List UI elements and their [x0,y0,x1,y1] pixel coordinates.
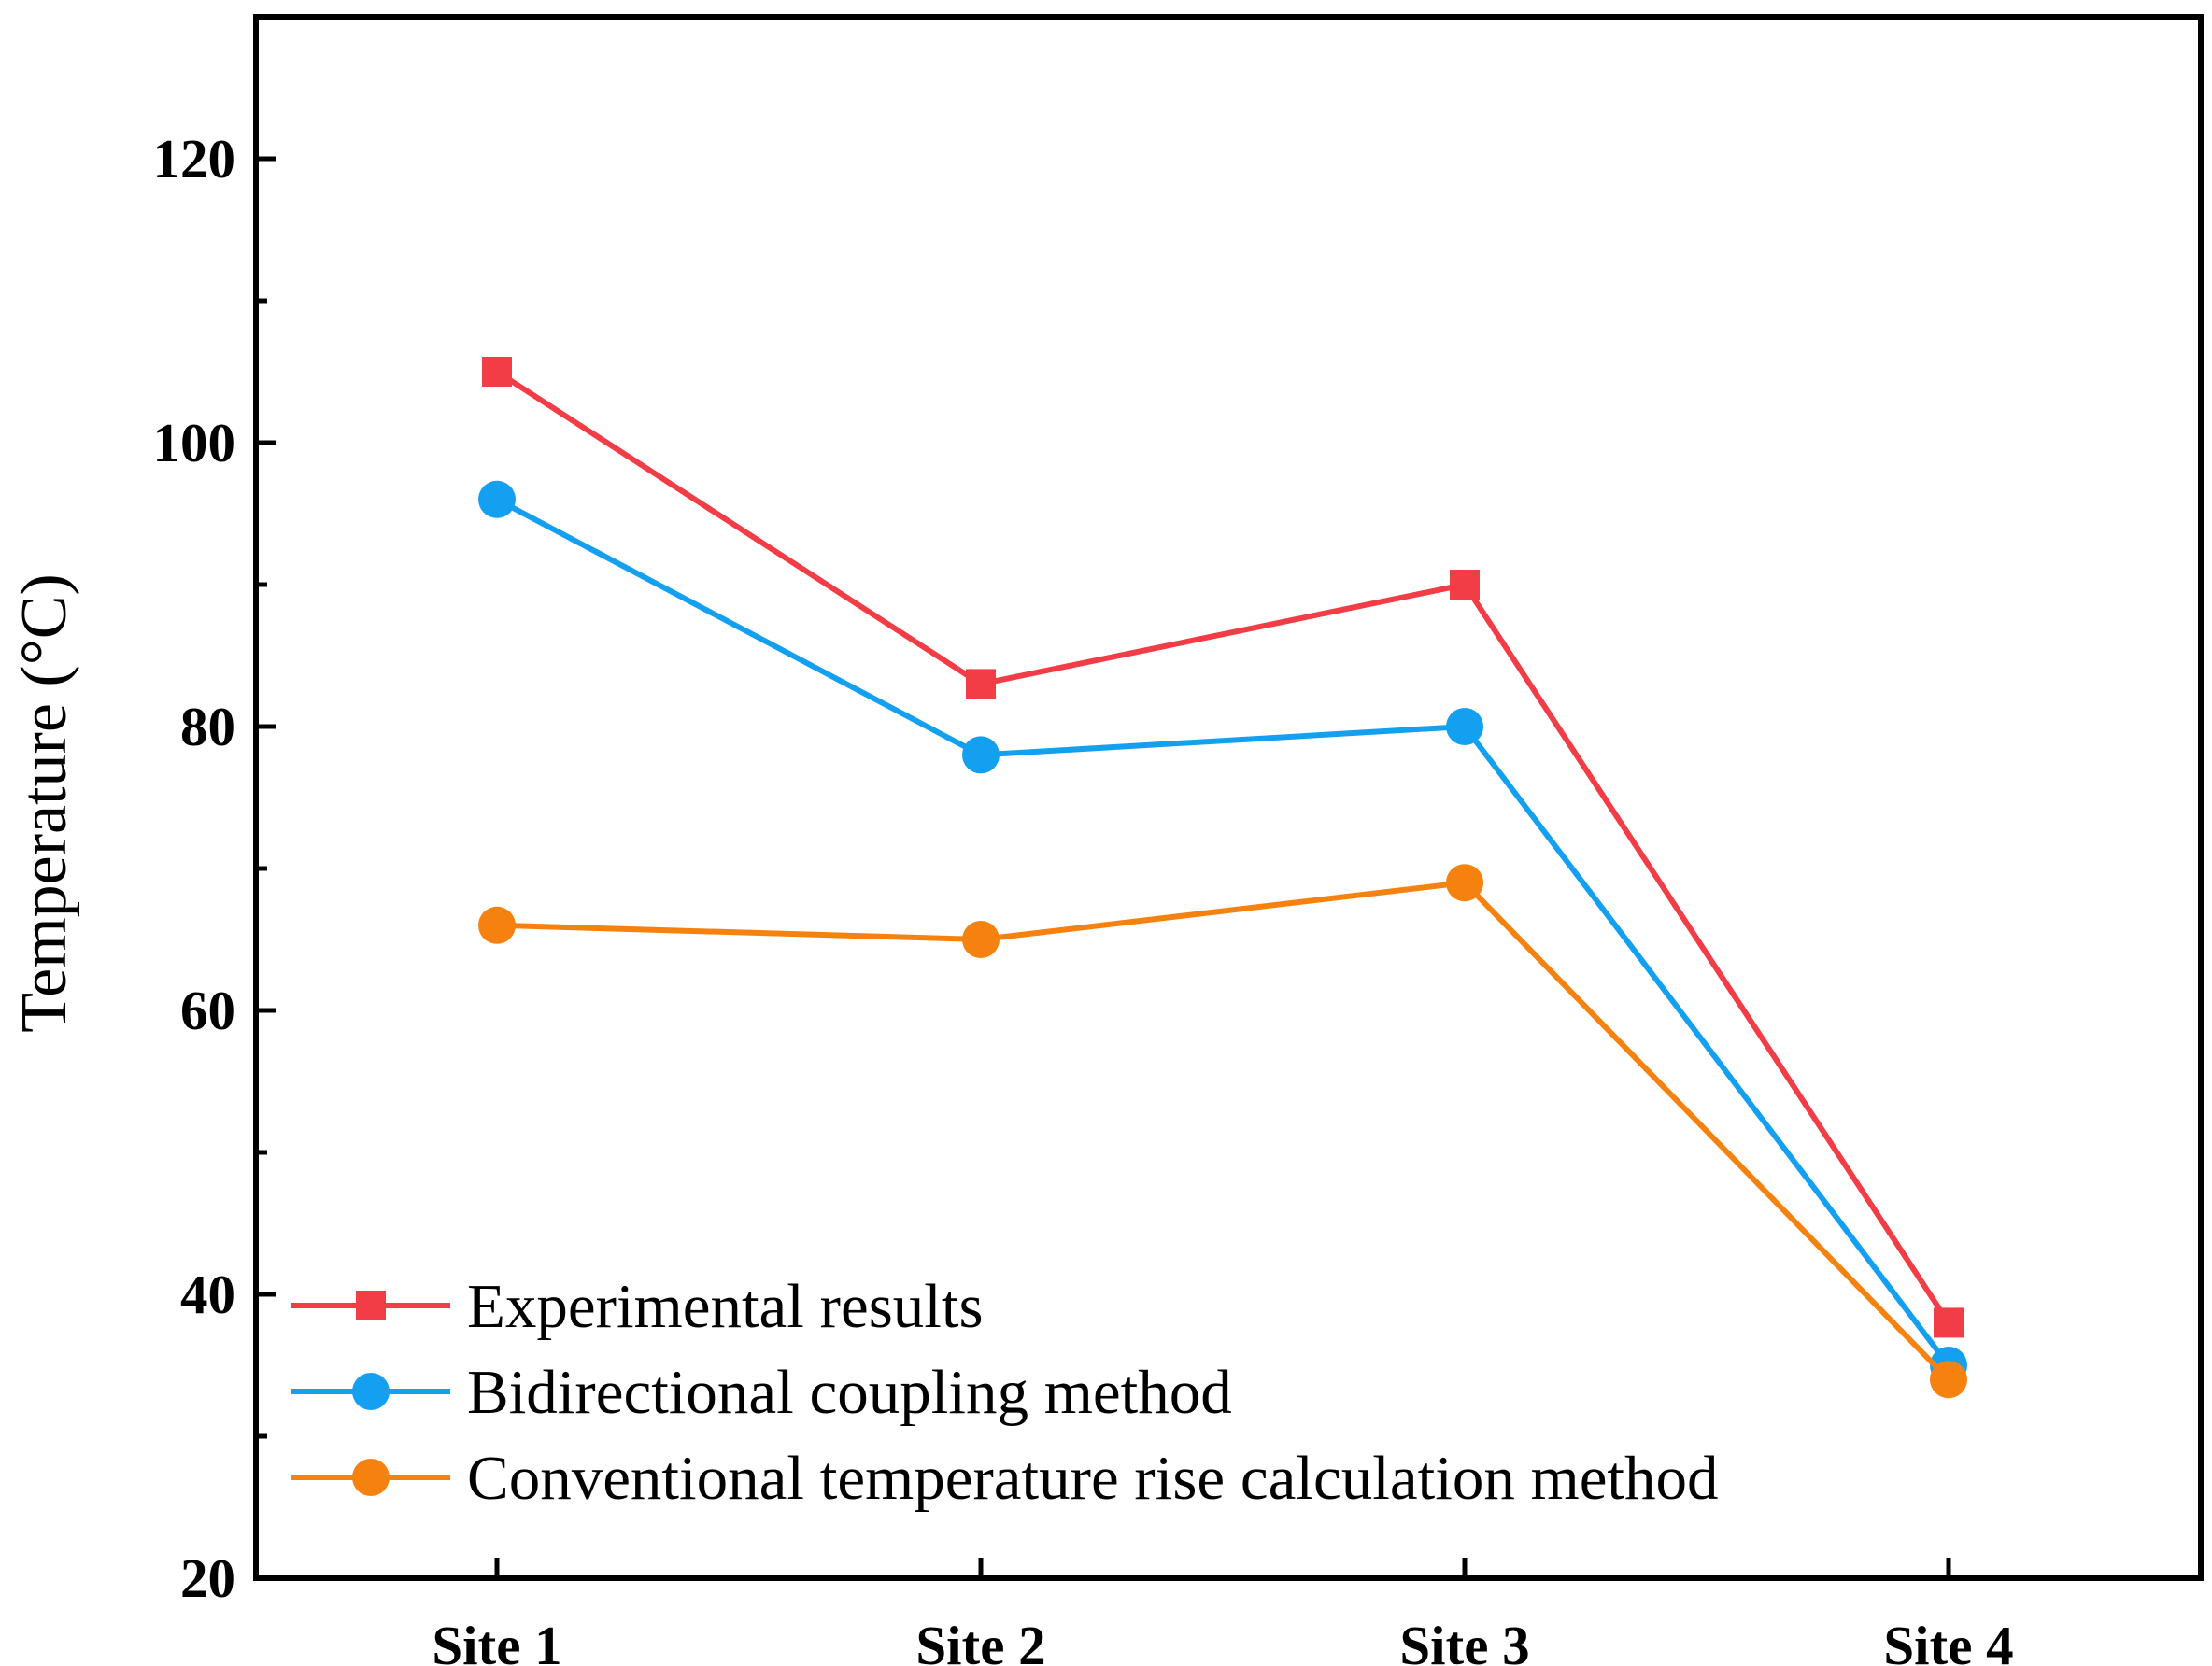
legend-label: Conventional temperature rise calculatio… [467,1444,1719,1513]
y-axis-title: Temperature (°C) [8,573,80,1032]
series-line [496,880,1951,1382]
data-point [1446,708,1483,745]
legend-label: Bidirectional coupling method [467,1358,1232,1427]
x-tick-label: Site 1 [432,1615,561,1666]
data-point [1450,570,1480,600]
plot-frame [253,14,2204,1581]
y-tick-label: 120 [153,128,236,190]
legend-label: Experimental results [467,1272,984,1341]
data-point [1930,1361,1967,1399]
legend-entry: Bidirectional coupling method [291,1358,1232,1427]
data-point [1934,1307,1964,1338]
legend-entry: Experimental results [291,1272,984,1341]
legend: Experimental results Bidirectional coupli… [291,1272,1719,1513]
data-point [966,669,996,699]
x-tick-label: Site 4 [1883,1615,2013,1666]
data-point [482,357,512,387]
y-tick-label: 80 [180,696,235,757]
data-point [478,480,516,518]
data-point [478,906,516,944]
legend-marker [352,1459,390,1496]
series-3 [478,864,1967,1399]
data-point [962,921,1000,958]
legend-marker [352,1373,390,1410]
y-tick-label: 20 [180,1547,235,1609]
axis-layer: 20 40 60 80 100 120 Site 1 Site 2 Site 3 Site 4 [153,128,2014,1666]
series-1 [482,357,1964,1338]
legend-entry: Conventional temperature rise calculatio… [291,1444,1719,1513]
series-layer [478,357,1967,1399]
legend-marker [356,1291,386,1320]
data-point [1446,864,1483,902]
y-tick-label: 60 [180,980,235,1041]
y-tick-label: 100 [153,412,236,473]
y-tick-label: 40 [180,1264,235,1325]
data-point [962,736,1000,774]
x-tick-label: Site 2 [915,1615,1045,1666]
x-tick-label: Site 3 [1399,1615,1529,1666]
series-line [495,369,1951,1325]
series-line [495,497,1951,1367]
